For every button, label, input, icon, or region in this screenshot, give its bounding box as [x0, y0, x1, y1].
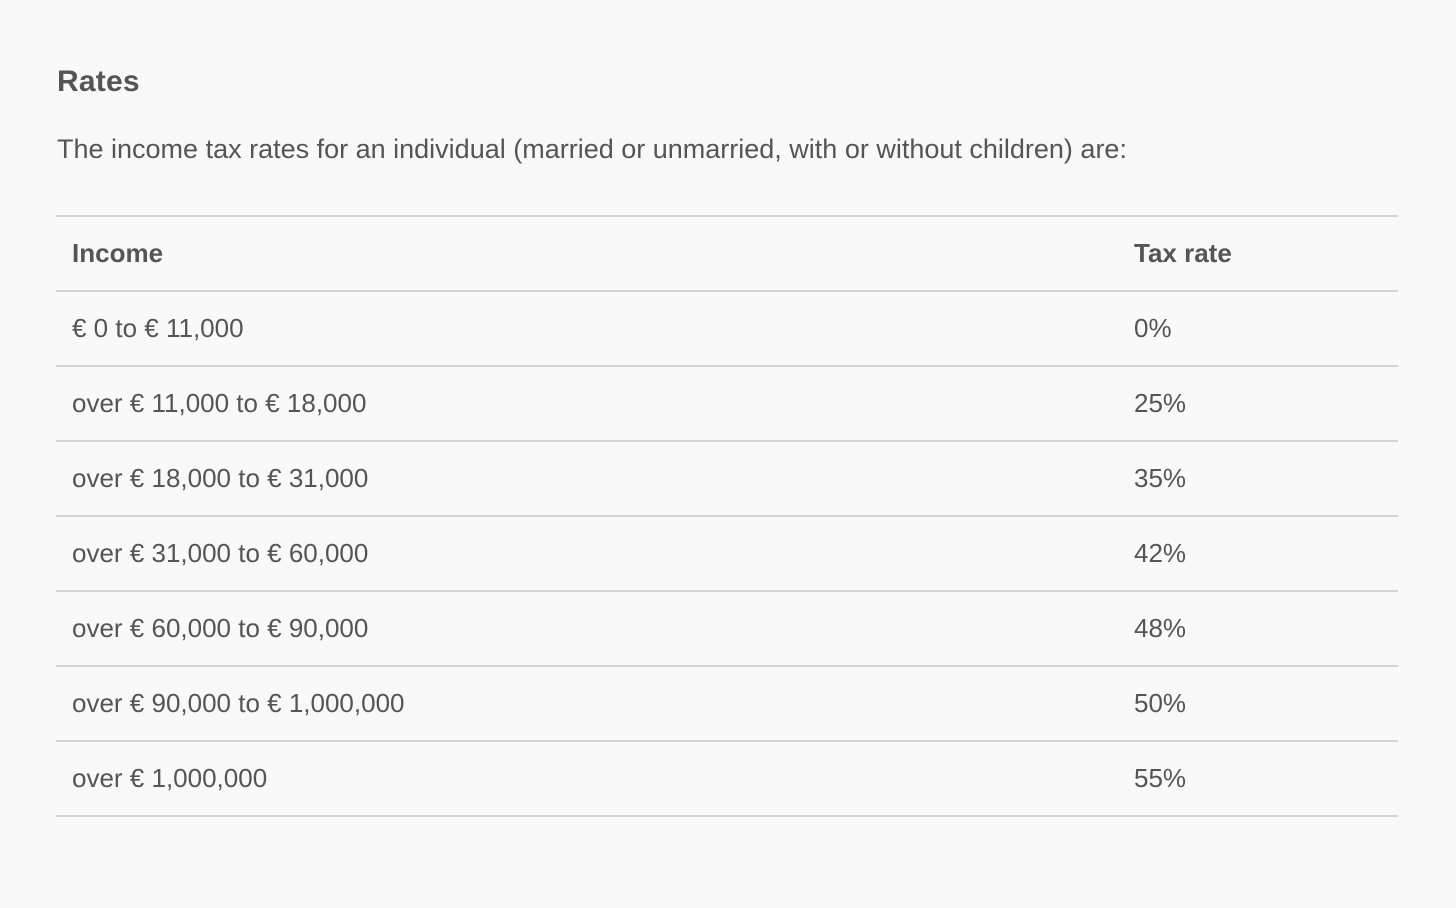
rate-cell: 50%	[1118, 665, 1398, 741]
section-title: Rates	[57, 65, 140, 98]
page-content: Rates The income tax rates for an indivi…	[56, 65, 1398, 817]
table-row: over € 18,000 to € 31,000 35%	[56, 440, 1398, 516]
income-column-header: Income	[56, 215, 1118, 291]
table-row: over € 1,000,000 55%	[56, 740, 1398, 817]
income-cell: over € 31,000 to € 60,000	[56, 515, 1118, 591]
table-header-row: Income Tax rate	[56, 215, 1398, 291]
table-row: over € 31,000 to € 60,000 42%	[56, 515, 1398, 591]
rate-cell: 55%	[1118, 740, 1398, 817]
rate-cell: 25%	[1118, 365, 1398, 441]
income-cell: over € 90,000 to € 1,000,000	[56, 665, 1118, 741]
tax-rates-table: Income Tax rate € 0 to € 11,000 0% over …	[56, 215, 1398, 817]
income-cell: over € 18,000 to € 31,000	[56, 440, 1118, 516]
table-row: € 0 to € 11,000 0%	[56, 290, 1398, 366]
table-row: over € 11,000 to € 18,000 25%	[56, 365, 1398, 441]
rate-cell: 42%	[1118, 515, 1398, 591]
rate-cell: 48%	[1118, 590, 1398, 666]
rate-cell: 0%	[1118, 290, 1398, 366]
income-cell: over € 60,000 to € 90,000	[56, 590, 1118, 666]
income-cell: € 0 to € 11,000	[56, 290, 1118, 366]
tax-rate-column-header: Tax rate	[1118, 215, 1398, 291]
income-cell: over € 1,000,000	[56, 740, 1118, 817]
table-row: over € 90,000 to € 1,000,000 50%	[56, 665, 1398, 741]
table-row: over € 60,000 to € 90,000 48%	[56, 590, 1398, 666]
rate-cell: 35%	[1118, 440, 1398, 516]
income-cell: over € 11,000 to € 18,000	[56, 365, 1118, 441]
intro-text: The income tax rates for an individual (…	[57, 134, 1127, 164]
